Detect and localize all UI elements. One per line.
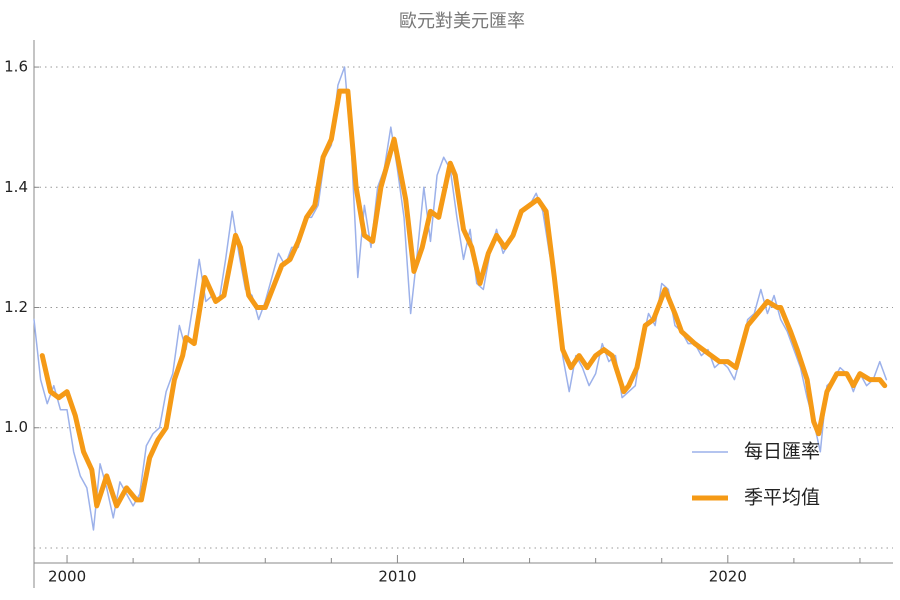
y-tick-label: 1.4 xyxy=(4,178,28,196)
chart-title: 歐元對美元匯率 xyxy=(399,11,525,32)
series-line xyxy=(39,88,888,509)
y-tick-label: 1.2 xyxy=(4,298,28,316)
legend-label: 每日匯率 xyxy=(744,441,820,463)
y-tick-label: 1.0 xyxy=(4,418,28,436)
x-tick-label: 2000 xyxy=(48,568,86,586)
x-tick-label: 2010 xyxy=(378,568,416,586)
x-tick-label: 2020 xyxy=(709,568,747,586)
legend-label: 季平均值 xyxy=(744,487,820,509)
y-tick-label: 1.6 xyxy=(4,58,28,76)
